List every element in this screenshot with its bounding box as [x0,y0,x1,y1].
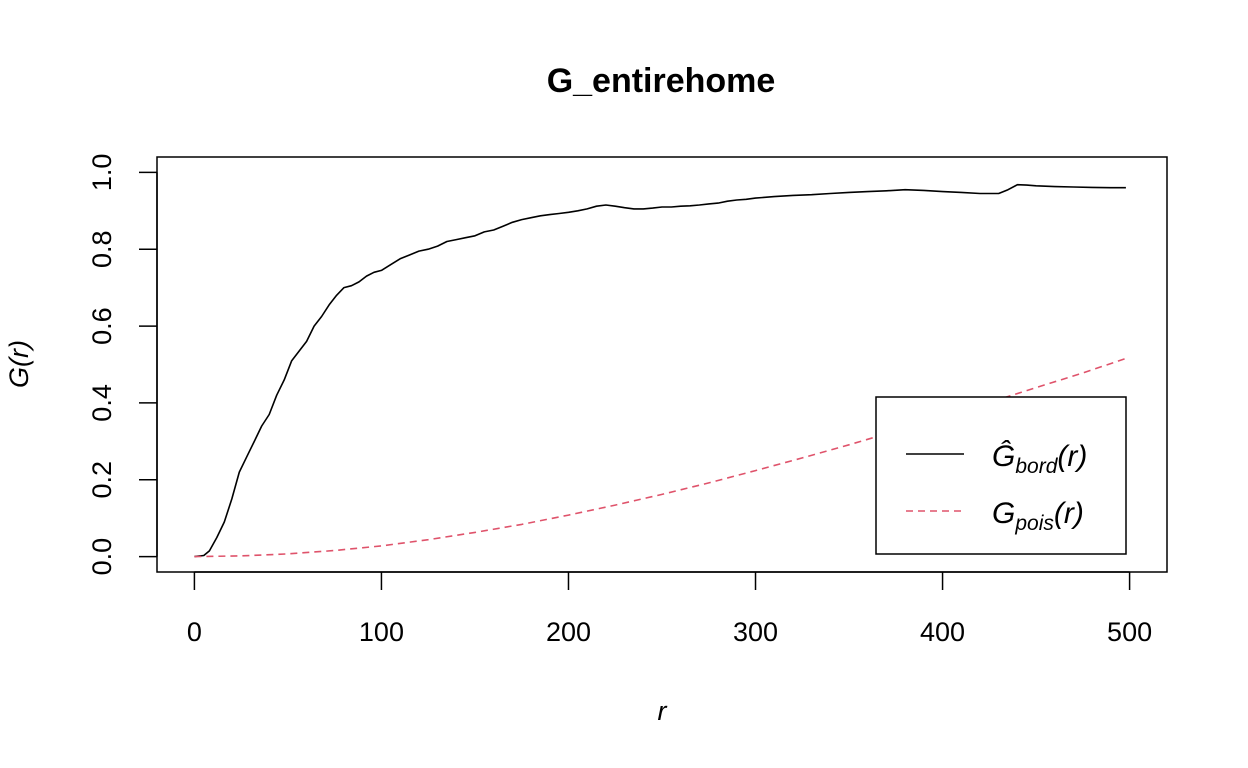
y-tick-label: 0.8 [87,230,117,268]
legend-label: Gpois(r) [992,497,1084,535]
legend-box [875,396,1127,555]
legend-label: Ĝbord(r) [992,439,1087,478]
legend: Ĝbord(r) Gpois(r) [875,396,1127,555]
x-axis-label: r [658,696,668,726]
y-tick-label: 0.2 [87,461,117,499]
x-tick-label: 200 [546,617,591,647]
x-tick-label: 300 [733,617,778,647]
x-tick-label: 500 [1107,617,1152,647]
chart-title: G_entirehome [547,62,776,100]
series-line-bord [194,183,1126,558]
y-axis: 0.0 0.2 0.4 0.6 0.8 1.0 [87,154,158,576]
x-tick-label: 400 [920,617,965,647]
x-axis: 0 100 200 300 400 500 [187,571,1152,647]
y-tick-label: 0.6 [87,307,117,345]
y-axis-label-text: G(r) [4,340,34,388]
x-tick-label: 0 [187,617,202,647]
y-tick-label: 1.0 [87,154,117,192]
x-tick-label: 100 [359,617,404,647]
y-tick-label: 0.4 [87,384,117,422]
y-axis-label: G(r) [4,340,34,388]
y-tick-label: 0.0 [87,538,117,576]
